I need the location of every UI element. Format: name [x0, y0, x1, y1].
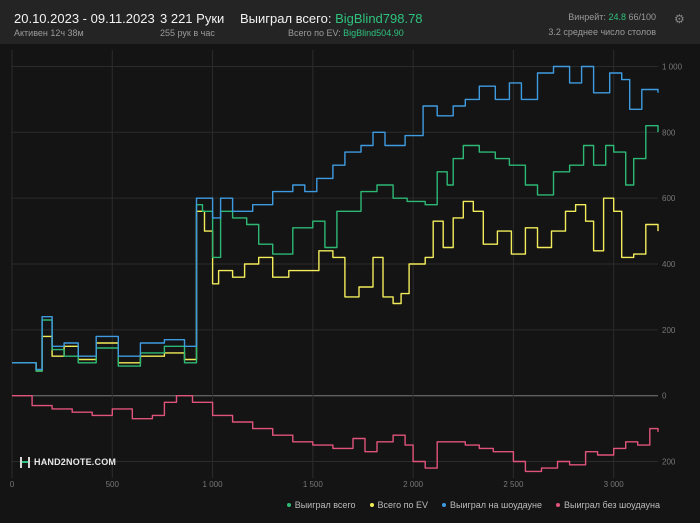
series-line-ev [12, 197, 659, 372]
x-tick-labels: 0 500 1 000 1 500 2 000 2 500 3 000 [10, 480, 624, 489]
logo-text: HAND2NOTE.COM [34, 457, 117, 467]
legend-label-showdown: Выиграл на шоудауне [450, 500, 542, 510]
x-tick-label: 0 [10, 480, 15, 489]
y-tick-label: 400 [662, 260, 676, 269]
grid-lines [11, 50, 658, 478]
y-tick-label: 0 [662, 392, 667, 401]
winrate-value: 24.8 [608, 12, 626, 22]
chart-legend: Выиграл всего Всего по EV Выиграл на шоу… [286, 500, 660, 510]
hand2note-logo-icon [20, 457, 30, 469]
series-line-showdown [12, 65, 659, 371]
x-tick-label: 2 500 [503, 480, 524, 489]
series-lines [12, 65, 659, 473]
hand2note-logo: HAND2NOTE.COM [20, 457, 117, 469]
legend-label-nonshowdown: Выиграл без шоудауна [564, 500, 660, 510]
series-line-won [12, 125, 659, 372]
y-tick-labels: 200 0 200 400 600 800 1 000 [662, 62, 683, 466]
y-tick-label: 200 [662, 458, 676, 467]
legend-label-won: Выиграл всего [294, 500, 356, 510]
y-tick-label: 200 [662, 326, 676, 335]
x-tick-label: 3 000 [604, 480, 625, 489]
winrate: Винрейт: 24.8 66/100 [568, 12, 656, 22]
total-ev-label: Всего по EV: [288, 28, 344, 38]
x-tick-label: 500 [106, 480, 120, 489]
stats-header: 20.10.2023 - 09.11.2023 Активен 12ч 38м … [0, 0, 700, 44]
active-time: Активен 12ч 38м [14, 28, 84, 38]
date-range[interactable]: 20.10.2023 - 09.11.2023 [14, 11, 155, 26]
x-tick-label: 1 000 [203, 480, 224, 489]
winrate-label: Винрейт: [568, 12, 609, 22]
total-ev-value: BigBlind504.90 [343, 28, 404, 38]
legend-label-ev: Всего по EV [377, 500, 429, 510]
graph-panel [0, 44, 700, 523]
total-won-value: BigBlind798.78 [335, 11, 423, 26]
total-won-label: Выиграл всего: [240, 11, 336, 26]
legend-item-won[interactable]: Выиграл всего [286, 500, 356, 510]
winrate-rest: 66/100 [625, 12, 656, 22]
legend-dot-nonshowdown [556, 503, 560, 507]
y-tick-label: 1 000 [662, 62, 683, 71]
hands-rate: 255 рук в час [160, 28, 215, 38]
legend-item-showdown[interactable]: Выиграл на шоудауне [442, 500, 542, 510]
avg-tables: 3.2 среднее число столов [548, 27, 656, 37]
legend-item-nonshowdown[interactable]: Выиграл без шоудауна [556, 500, 660, 510]
legend-item-ev[interactable]: Всего по EV [369, 500, 429, 510]
total-won: Выиграл всего: BigBlind798.78 [240, 11, 423, 26]
x-tick-label: 2 000 [403, 480, 424, 489]
hands-count: 3 221 Руки [160, 11, 225, 26]
x-tick-label: 1 500 [303, 480, 324, 489]
series-line-nonshowdown [12, 395, 659, 473]
total-ev: Всего по EV: BigBlind504.90 [288, 28, 404, 38]
y-tick-label: 600 [662, 194, 676, 203]
legend-dot-ev [369, 503, 374, 507]
legend-dot-showdown [442, 503, 447, 507]
gear-icon[interactable]: ⚙ [674, 12, 685, 26]
legend-dot-won [286, 503, 291, 507]
y-tick-label: 800 [662, 128, 676, 137]
